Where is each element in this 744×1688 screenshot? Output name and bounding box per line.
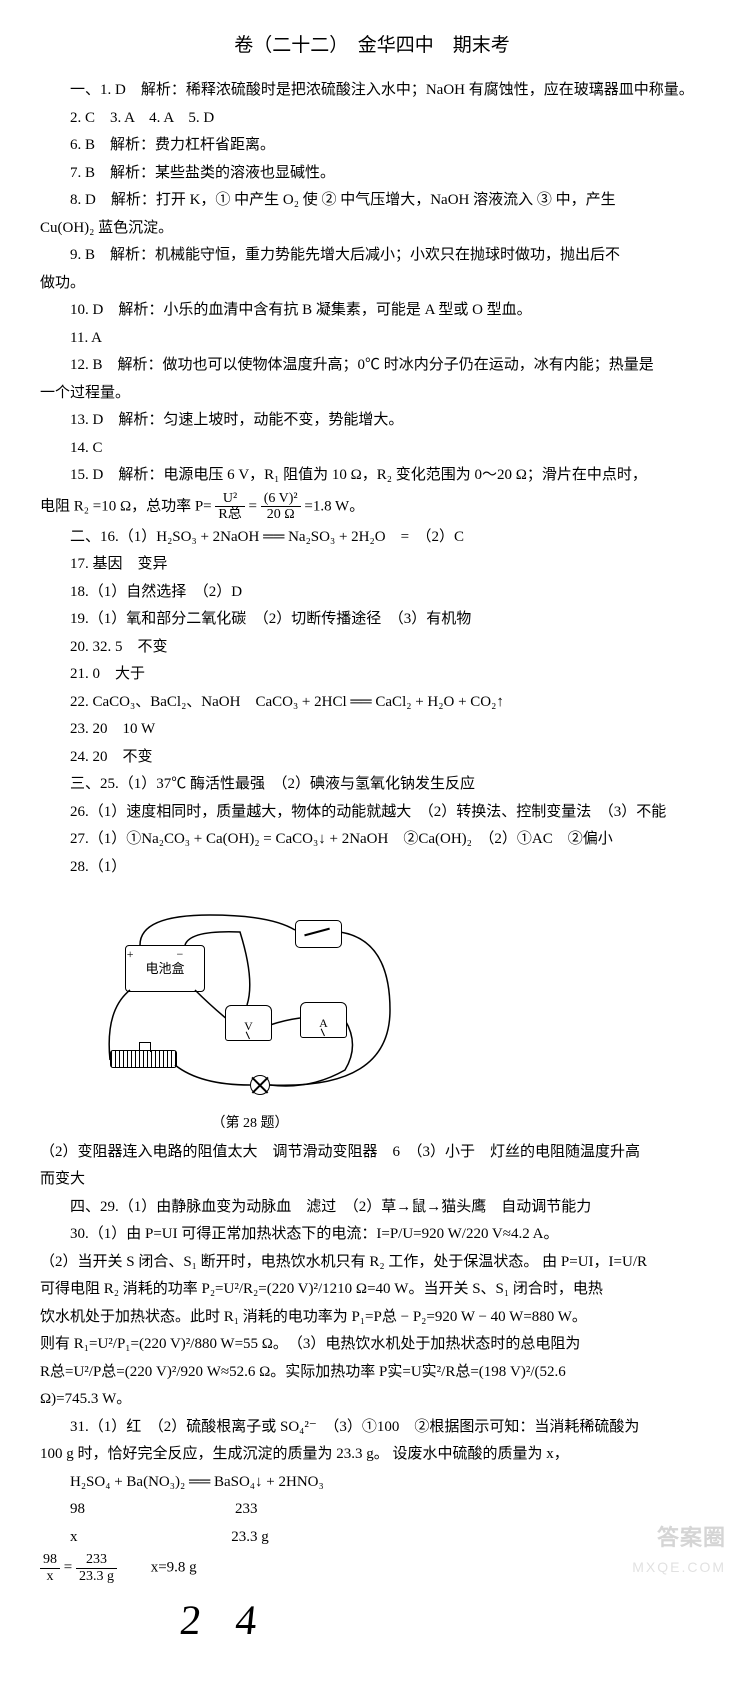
- formula-suffix: =1.8 W。: [304, 498, 364, 514]
- answer-line: 7. B 解析：某些盐类的溶液也显碱性。: [40, 161, 704, 187]
- answer-line: 22. CaCO₃、BaCl₂、NaOH CaCO₃ + 2HCl ══ CaC…: [40, 690, 704, 716]
- answer-line: Cu(OH)₂ 蓝色沉淀。: [40, 216, 704, 242]
- ammeter-icon: A: [300, 1002, 347, 1038]
- circuit-diagram: 电池盒 V A （第 28 题）: [100, 890, 400, 1136]
- answer-line: 9. B 解析：机械能守恒，重力势能先增大后减小；小欢只在抛球时做功，抛出后不: [40, 243, 704, 269]
- answer-line: 21. 0 大于: [40, 662, 704, 688]
- diagram-caption: （第 28 题）: [100, 1112, 400, 1136]
- equals: =: [64, 1560, 76, 1576]
- answer-line: 12. B 解析：做功也可以使物体温度升高；0℃ 时冰内分子仍在运动，冰有内能；…: [40, 353, 704, 379]
- bulb-icon: [250, 1075, 270, 1095]
- answer-line: 23. 20 10 W: [40, 717, 704, 743]
- answer-line: 做功。: [40, 271, 704, 297]
- answer-line: 饮水机处于加热状态。此时 R₁ 消耗的电功率为 P₁=P总 − P₂=920 W…: [40, 1305, 704, 1331]
- answer-line: 一个过程量。: [40, 381, 704, 407]
- answer-line: 24. 20 不变: [40, 745, 704, 771]
- answer-line: 8. D 解析：打开 K，① 中产生 O₂ 使 ② 中气压增大，NaOH 溶液流…: [40, 188, 704, 214]
- ratio-line: x 23.3 g: [40, 1525, 704, 1551]
- answer-line: 一、1. D 解析：稀释浓硫酸时是把浓硫酸注入水中；NaOH 有腐蚀性，应在玻璃…: [40, 78, 704, 104]
- answer-line: 100 g 时，恰好完全反应，生成沉淀的质量为 23.3 g。 设废水中硫酸的质…: [40, 1442, 704, 1468]
- answer-line: 11. A: [40, 326, 704, 352]
- answer-line: 13. D 解析：匀速上坡时，动能不变，势能增大。: [40, 408, 704, 434]
- handwritten-note: 2 4: [176, 1586, 272, 1657]
- equals: =: [249, 498, 257, 514]
- fraction-den: x: [40, 1569, 60, 1584]
- answer-line-formula: 电阻 R₂ =10 Ω，总功率 P= U² R总 = (6 V)² 20 Ω =…: [40, 491, 704, 523]
- answer-line: 可得电阻 R₂ 消耗的功率 P₂=U²/R₂=(220 V)²/1210 Ω=4…: [40, 1277, 704, 1303]
- answer-line: 二、16.（1）H₂SO₃ + 2NaOH ══ Na₂SO₃ + 2H₂O =…: [40, 525, 704, 551]
- answer-line: （2）当开关 S 闭合、S₁ 断开时，电热饮水机只有 R₂ 工作，处于保温状态。…: [40, 1250, 704, 1276]
- circuit-wires: [100, 890, 400, 1110]
- fraction-num: 98: [40, 1552, 60, 1568]
- answer-line: 而变大: [40, 1167, 704, 1193]
- answer-line: 27.（1）①Na₂CO₃ + Ca(OH)₂ = CaCO₃↓ + 2NaOH…: [40, 827, 704, 853]
- exam-title: 卷（二十二） 金华四中 期末考: [40, 30, 704, 62]
- fraction: 233 23.3 g: [76, 1552, 117, 1584]
- fraction-den: 20 Ω: [261, 507, 301, 522]
- answer-line-formula: 98 x = 233 23.3 g x=9.8 g: [40, 1552, 704, 1584]
- answer-line: 17. 基因 变异: [40, 552, 704, 578]
- fraction-num: 233: [76, 1552, 117, 1568]
- answer-line: 26.（1）速度相同时，质量越大，物体的动能就越大 （2）转换法、控制变量法 （…: [40, 800, 704, 826]
- answer-line: 20. 32. 5 不变: [40, 635, 704, 661]
- fraction-den: R总: [215, 507, 244, 522]
- fraction-den: 23.3 g: [76, 1569, 117, 1584]
- answer-line: 6. B 解析：费力杠杆省距离。: [40, 133, 704, 159]
- answer-line: R总=U²/P总=(220 V)²/920 W≈52.6 Ω。实际加热功率 P实…: [40, 1360, 704, 1386]
- answer-line: 31.（1）红 （2）硫酸根离子或 SO₄²⁻ （3）①100 ②根据图示可知：…: [40, 1415, 704, 1441]
- answer-line: 28.（1）: [40, 855, 704, 881]
- answer-line: 2. C 3. A 4. A 5. D: [40, 106, 704, 132]
- answer-line: 14. C: [40, 436, 704, 462]
- answer-line: 10. D 解析：小乐的血清中含有抗 B 凝集素，可能是 A 型或 O 型血。: [40, 298, 704, 324]
- answer-line: 30.（1）由 P=UI 可得正常加热状态下的电流：I=P/U=920 W/22…: [40, 1222, 704, 1248]
- answer-line: 18.（1）自然选择 （2）D: [40, 580, 704, 606]
- formula-suffix: x=9.8 g: [121, 1560, 197, 1576]
- chemical-equation: H₂SO₄ + Ba(NO₃)₂ ══ BaSO₄↓ + 2HNO₃: [40, 1470, 704, 1496]
- switch-icon: [295, 920, 342, 948]
- answer-line: 19.（1）氧和部分二氧化碳 （2）切断传播途径 （3）有机物: [40, 607, 704, 633]
- battery-box: 电池盒: [125, 945, 205, 992]
- answer-line: 三、25.（1）37℃ 酶活性最强 （2）碘液与氢氧化钠发生反应: [40, 772, 704, 798]
- answer-line: 15. D 解析：电源电压 6 V，R₁ 阻值为 10 Ω，R₂ 变化范围为 0…: [40, 463, 704, 489]
- fraction-num: U²: [215, 491, 244, 507]
- answer-line: 四、29.（1）由静脉血变为动脉血 滤过 （2）草→鼠→猫头鹰 自动调节能力: [40, 1195, 704, 1221]
- fraction: 98 x: [40, 1552, 60, 1584]
- fraction-num: (6 V)²: [261, 491, 301, 507]
- answer-line: Ω)=745.3 W。: [40, 1387, 704, 1413]
- formula-prefix: 电阻 R₂ =10 Ω，总功率 P=: [40, 498, 212, 514]
- answer-line: （2）变阻器连入电路的阻值太大 调节滑动变阻器 6 （3）小于 灯丝的电阻随温度…: [40, 1140, 704, 1166]
- rheostat-icon: [110, 1050, 177, 1068]
- fraction: U² R总: [215, 491, 244, 523]
- ratio-line: 98 233: [40, 1497, 704, 1523]
- answer-line: 则有 R₁=U²/P₁=(220 V)²/880 W=55 Ω。 （3）电热饮水…: [40, 1332, 704, 1358]
- fraction: (6 V)² 20 Ω: [261, 491, 301, 523]
- voltmeter-icon: V: [225, 1005, 272, 1041]
